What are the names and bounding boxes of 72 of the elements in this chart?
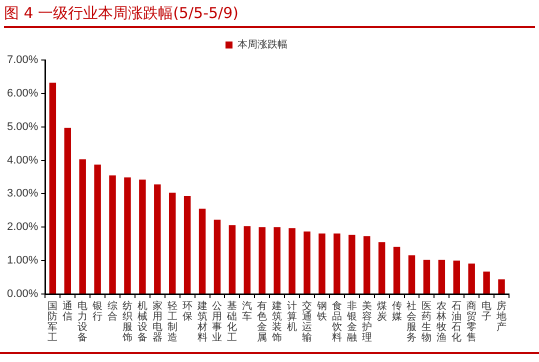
- bar: [408, 255, 416, 294]
- x-tick-label: 钢铁: [316, 300, 327, 322]
- bar: [453, 260, 460, 294]
- bar: [198, 208, 206, 294]
- bar: [498, 279, 505, 294]
- x-tick-label: 家用电器: [152, 300, 162, 344]
- bar: [109, 175, 116, 294]
- bar: [94, 164, 101, 294]
- bar: [169, 192, 176, 294]
- y-tick-label: 3.00%: [6, 188, 38, 200]
- x-tick-label: 综合: [108, 300, 118, 322]
- bar: [274, 227, 280, 294]
- bar: [378, 242, 386, 294]
- x-tick-label: 环保: [182, 300, 192, 322]
- bar: [468, 264, 475, 294]
- bar: [124, 177, 131, 294]
- bar: [483, 272, 490, 294]
- x-tick-label: 银行: [92, 300, 103, 322]
- x-tick-label: 非银金融: [346, 300, 357, 344]
- x-tick-label: 建筑装饰: [271, 300, 282, 344]
- x-tick-label: 电子: [482, 300, 492, 322]
- x-tick-label: 食品饮料: [330, 300, 342, 344]
- legend-label: 本周涨跌幅: [238, 38, 288, 51]
- x-tick-label: 美容护理: [360, 300, 372, 344]
- chart-title: 图 4 一级行业本周涨跌幅(5/5-5/9): [4, 4, 535, 28]
- x-tick-label: 煤炭: [376, 300, 387, 322]
- bar: [304, 231, 310, 294]
- x-tick-label: 电力设备: [78, 300, 88, 344]
- x-tick-label: 医药生物: [422, 300, 432, 344]
- x-tick-label: 机械设备: [137, 300, 148, 344]
- x-tick-label: 有色金属: [257, 300, 268, 344]
- x-tick-label: 农林牧渔: [436, 300, 447, 344]
- x-tick-label: 基础化工: [226, 300, 238, 344]
- x-tick-label: 计算机: [287, 300, 298, 333]
- x-tick-label: 通信: [62, 300, 73, 322]
- bar: [288, 228, 296, 294]
- bar: [228, 225, 236, 294]
- bar: [214, 220, 221, 294]
- y-tick-label: 5.00%: [6, 120, 38, 133]
- bar: [438, 260, 446, 294]
- bar: [154, 184, 161, 294]
- y-tick-label: 1.00%: [6, 254, 38, 267]
- y-tick-label: 0.00%: [6, 288, 38, 300]
- x-tick-label: 石油石化: [452, 300, 462, 344]
- y-tick-label: 7.00%: [6, 54, 38, 66]
- bar: [423, 260, 430, 294]
- x-tick-label: 轻工制造: [167, 300, 178, 344]
- x-tick-label: 传媒: [392, 300, 402, 322]
- y-tick-label: 6.00%: [6, 87, 38, 100]
- bar: [49, 82, 56, 294]
- x-tick-label: 公用事业: [212, 300, 222, 344]
- y-tick-label: 4.00%: [6, 154, 38, 166]
- bar: [348, 234, 356, 294]
- bar: [318, 233, 326, 294]
- bar: [139, 180, 146, 294]
- x-tick-label: 交通运输: [302, 300, 312, 344]
- x-tick-label: 商贸零售: [466, 300, 477, 344]
- bar: [79, 159, 86, 294]
- bar: [364, 236, 370, 294]
- bar: [393, 246, 400, 294]
- bar: [334, 233, 340, 294]
- x-tick-label: 国防军工: [48, 300, 58, 344]
- y-tick-label: 2.00%: [6, 221, 38, 234]
- bar: [64, 128, 71, 294]
- bar: [258, 227, 266, 294]
- x-tick-label: 社会服务: [406, 300, 417, 344]
- x-tick-label: 纺织服饰: [121, 300, 132, 344]
- x-tick-label: 汽车: [242, 300, 252, 322]
- x-tick-label: 房地产: [496, 300, 507, 333]
- bar: [244, 226, 251, 294]
- x-tick-label: 建筑材料: [196, 300, 208, 344]
- bar: [184, 196, 191, 294]
